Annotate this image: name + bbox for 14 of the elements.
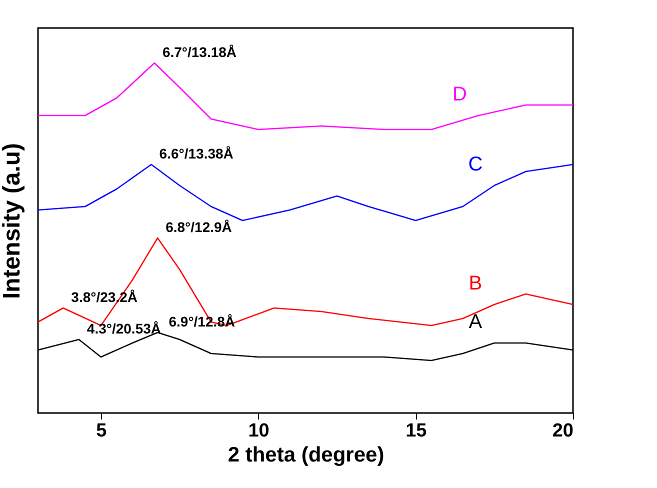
annotation: 6.8°/12.9Å (166, 219, 232, 235)
y-axis-title: Intensity (a.u) (0, 142, 26, 300)
x-tick-label: 20 (552, 420, 574, 442)
x-tick-label: 10 (248, 420, 270, 442)
series-label: C (468, 154, 483, 176)
annotation: 4.3°/20.53Å (86, 320, 162, 336)
series-label: A (468, 311, 483, 333)
x-axis-title: 2 theta (degree) (228, 444, 384, 466)
annotation: 6.6°/13.38Å (159, 146, 234, 162)
x-tick-label: 15 (406, 420, 428, 442)
annotation: 6.7°/13.18Å (162, 44, 237, 60)
series-label: D (452, 84, 467, 106)
series-label: B (468, 272, 482, 294)
x-tick-label: 5 (96, 420, 108, 442)
